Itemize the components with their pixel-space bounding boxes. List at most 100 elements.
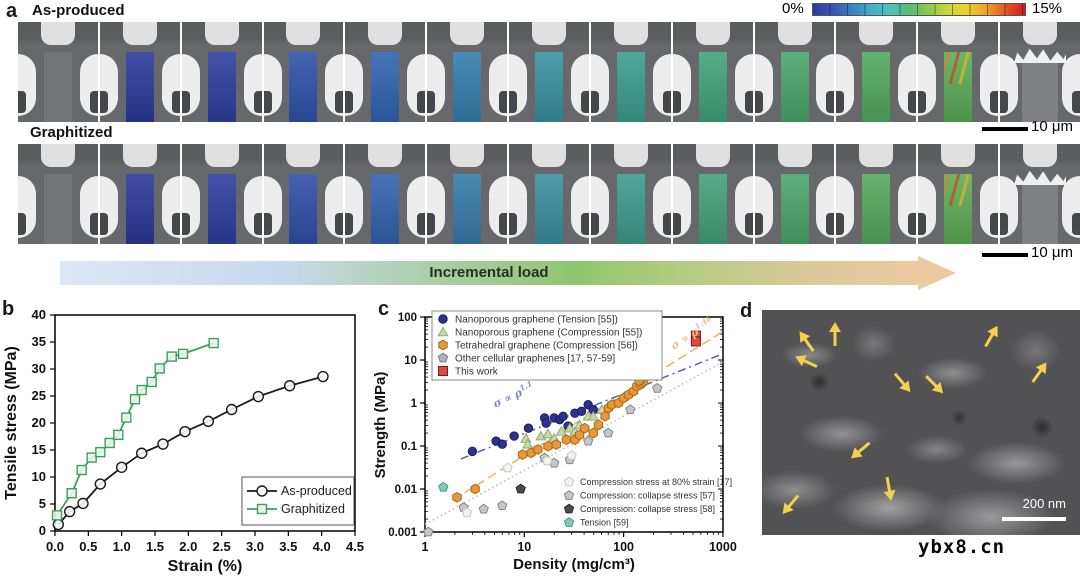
grip-shadow	[89, 91, 98, 113]
data-point	[509, 431, 519, 441]
sem-tile-row-as-produced	[18, 22, 1080, 122]
x-axis-label: Strain (%)	[168, 558, 243, 575]
grip-shadow	[499, 91, 508, 113]
defect-arrow-icon	[875, 473, 903, 503]
specimen-fractured	[1022, 62, 1059, 122]
sem-tile	[754, 144, 837, 244]
sem-tile	[836, 144, 919, 244]
grip-shadow	[509, 213, 518, 235]
sem-tile	[427, 144, 510, 244]
y-tick-label: 15	[32, 442, 46, 457]
incremental-load-label: Incremental load	[429, 264, 549, 281]
grip-shadow	[417, 213, 426, 235]
grip-shadow	[263, 213, 272, 235]
y-tick-label: 0.01	[395, 484, 418, 496]
grip-shadow	[253, 91, 262, 113]
grip-shadow	[580, 213, 589, 235]
data-point	[452, 491, 462, 503]
y-tick-label: 40	[32, 307, 46, 322]
legend-label: Nanoporous graphene (Tension [55])	[455, 315, 618, 326]
scale-bar-row1	[982, 127, 1028, 131]
y-tick-label: 0.1	[401, 441, 418, 453]
data-point	[542, 455, 553, 466]
specimen	[43, 52, 72, 122]
grip-shadow	[590, 213, 599, 235]
grip-right	[570, 176, 589, 238]
data-point	[520, 432, 532, 443]
legend-label: Tetrahedral graphene (Compression [56])	[455, 341, 638, 352]
panel-b-label: b	[2, 298, 15, 320]
grip-right	[816, 176, 835, 238]
specimen-strain-map	[780, 174, 809, 244]
grip-right	[652, 54, 671, 116]
data-point	[558, 411, 568, 422]
data-point	[583, 435, 594, 446]
defect-arrow-icon	[916, 367, 951, 402]
grip-top	[859, 144, 894, 167]
grip-right	[734, 54, 753, 116]
scaling-law-line	[460, 353, 724, 460]
grip-shadow	[1000, 91, 1009, 113]
grip-left	[918, 176, 937, 238]
data-point	[252, 390, 265, 403]
sem-tile	[345, 144, 428, 244]
incremental-load-arrow	[60, 261, 918, 285]
fracture-edge	[1014, 170, 1067, 185]
sem-tile	[99, 144, 182, 244]
grip-shadow	[744, 91, 753, 113]
data-point	[115, 461, 128, 473]
legend-label: Nanoporous graphene (Compression [55])	[455, 328, 642, 339]
sem-tile	[18, 22, 100, 122]
specimen-strain-map	[534, 52, 563, 122]
sem-tile	[99, 22, 182, 122]
grip-top	[450, 144, 485, 167]
x-tick-label: 0.5	[79, 539, 97, 554]
defect-arrow-icon	[1021, 355, 1056, 390]
y-tick-label: 0	[39, 523, 46, 538]
specimen-fractured	[1022, 184, 1059, 244]
grip-shadow	[171, 91, 180, 113]
grip-right	[898, 54, 917, 116]
grip-top	[286, 144, 321, 167]
grip-right	[570, 54, 589, 116]
grip-left	[1000, 176, 1019, 238]
grip-shadow	[89, 213, 98, 235]
grip-left	[345, 54, 364, 116]
data-point	[555, 425, 568, 436]
grip-left	[1000, 54, 1019, 116]
grip-shadow	[580, 91, 589, 113]
legend-label: Compression stress at 80% strain [17]	[580, 477, 732, 487]
data-point	[52, 518, 65, 531]
grip-top	[450, 22, 485, 45]
specimen-strain-map	[698, 52, 727, 122]
grip-top	[368, 144, 403, 167]
arrow-shaft	[984, 332, 995, 348]
grip-shadow	[99, 91, 108, 113]
scaling-law-annotation: σ ∝ ρ1.1	[490, 379, 536, 411]
arrow-shaft	[1031, 368, 1043, 383]
defect-arrow-icon	[790, 345, 824, 378]
y-tick-label: 30	[32, 361, 46, 376]
data-point	[588, 427, 598, 439]
legend-marker	[256, 503, 268, 515]
sem-tile	[181, 144, 264, 244]
scale-bar-row1-label: 10 μm	[1031, 118, 1073, 135]
data-point	[94, 478, 107, 490]
grip-shadow	[826, 91, 835, 113]
panel-c-label: c	[378, 298, 390, 320]
grip-top	[286, 22, 321, 45]
sem-tile	[1000, 22, 1080, 122]
grip-right	[161, 54, 180, 116]
grip-top	[204, 144, 239, 167]
row-label-as-produced: As-produced	[32, 2, 125, 19]
grip-left	[590, 176, 609, 238]
scaling-law-annotation: σ ∝ ρ1.46	[668, 313, 717, 352]
sem-tile	[263, 144, 346, 244]
grip-left	[509, 54, 528, 116]
specimen-strain-map	[207, 52, 236, 122]
arrow-shaft	[802, 358, 818, 368]
grip-shadow	[990, 91, 999, 113]
y-tick-label: 10	[32, 469, 46, 484]
x-tick-label: 4.0	[313, 539, 331, 554]
data-point	[113, 429, 124, 441]
